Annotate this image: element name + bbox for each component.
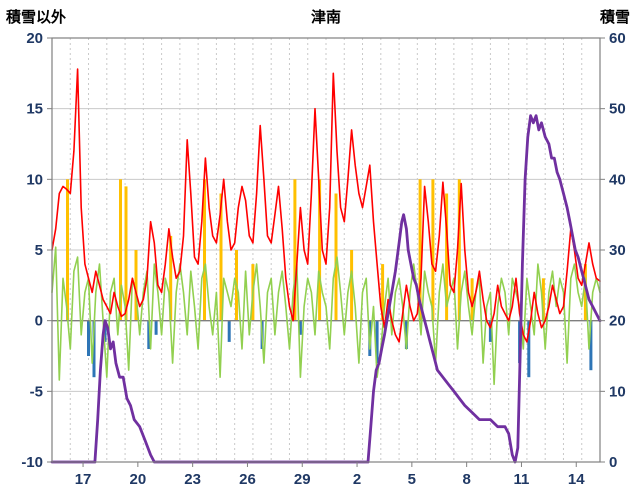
- svg-text:20: 20: [130, 471, 147, 488]
- svg-text:0: 0: [35, 313, 43, 330]
- svg-text:11: 11: [514, 471, 530, 488]
- svg-text:23: 23: [184, 471, 201, 488]
- svg-text:-5: -5: [30, 383, 43, 400]
- svg-text:26: 26: [239, 471, 256, 488]
- left-axis-title: 積雪以外: [6, 9, 67, 26]
- svg-text:14: 14: [568, 471, 585, 488]
- svg-text:5: 5: [35, 242, 43, 259]
- svg-text:20: 20: [609, 313, 626, 330]
- svg-text:60: 60: [609, 30, 626, 47]
- svg-text:30: 30: [609, 242, 626, 259]
- svg-text:40: 40: [609, 171, 626, 188]
- svg-text:29: 29: [294, 471, 311, 488]
- svg-text:5: 5: [408, 471, 416, 488]
- right-axis-title: 積雪: [599, 9, 630, 26]
- svg-text:10: 10: [26, 171, 43, 188]
- chart-title: 津南: [310, 9, 341, 26]
- svg-text:2: 2: [353, 471, 361, 488]
- svg-text:-10: -10: [21, 454, 43, 471]
- svg-text:17: 17: [75, 471, 92, 488]
- svg-text:15: 15: [26, 101, 43, 118]
- svg-text:20: 20: [26, 30, 43, 47]
- svg-text:50: 50: [609, 101, 626, 118]
- svg-text:10: 10: [609, 383, 626, 400]
- svg-text:8: 8: [462, 471, 470, 488]
- svg-text:0: 0: [609, 454, 617, 471]
